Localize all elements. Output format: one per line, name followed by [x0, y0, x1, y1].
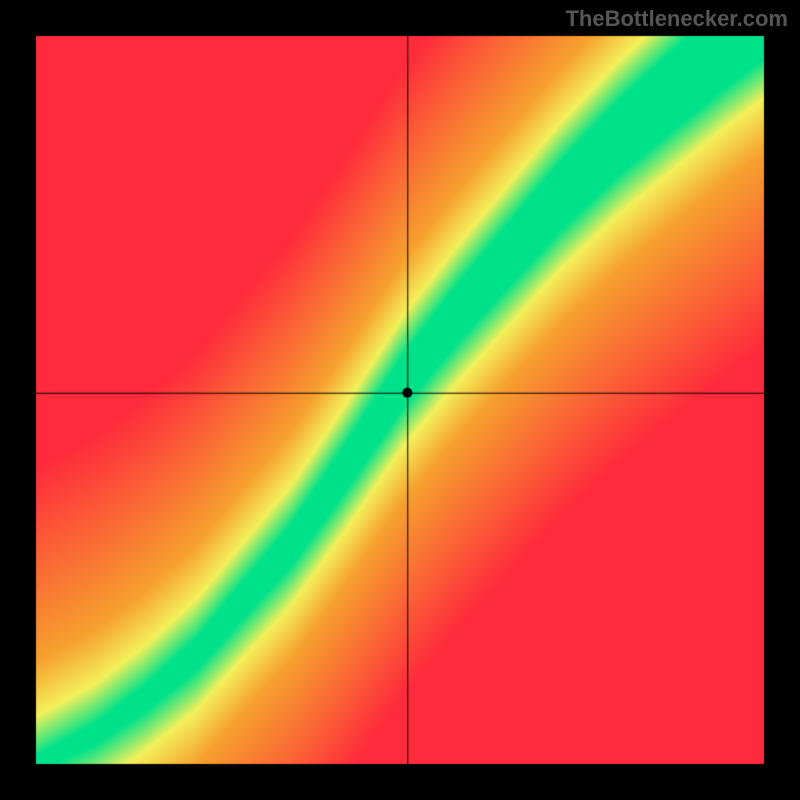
bottleneck-heatmap — [0, 0, 800, 800]
watermark-text: TheBottlenecker.com — [565, 6, 788, 32]
chart-container: TheBottlenecker.com — [0, 0, 800, 800]
